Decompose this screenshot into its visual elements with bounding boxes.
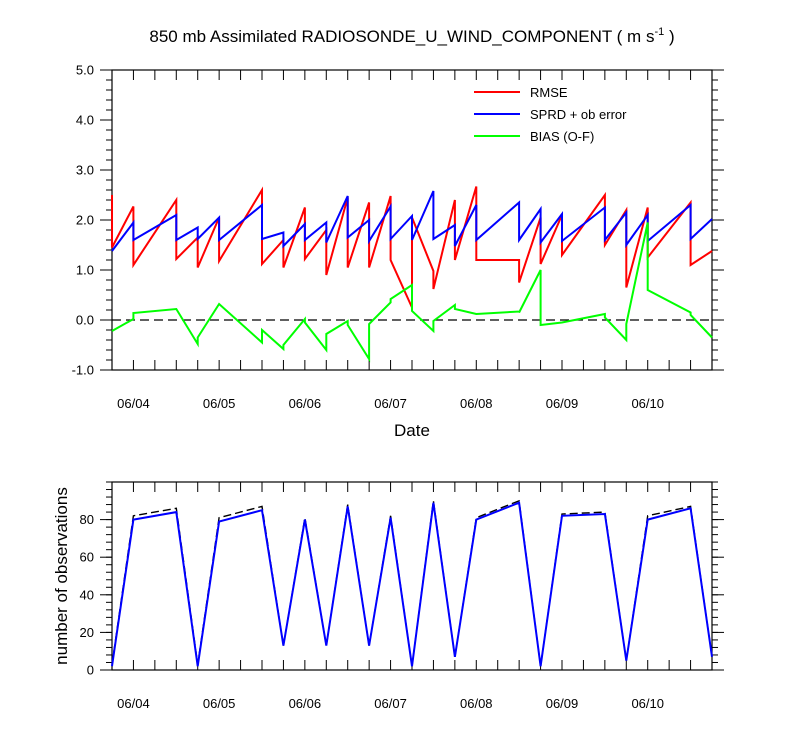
x-tick-label: 06/06 — [289, 396, 322, 411]
x-tick-label: 06/09 — [546, 396, 579, 411]
x-tick-label: 06/05 — [203, 396, 236, 411]
series-line-used — [111, 501, 713, 667]
y-tick-label: 60 — [80, 550, 94, 565]
x-tick-label: 06/10 — [631, 396, 664, 411]
series-line-bias-o-f — [111, 222, 713, 363]
y-tick-label: 5.0 — [76, 63, 94, 78]
bottom-y-axis-title: number of observations — [52, 487, 71, 665]
chart-title: 850 mb Assimilated RADIOSONDE_U_WIND_COM… — [149, 26, 674, 46]
x-tick-label: 06/08 — [460, 696, 493, 711]
legend-label: RMSE — [530, 85, 568, 100]
y-tick-label: -1.0 — [72, 363, 94, 378]
y-tick-label: 80 — [80, 512, 94, 527]
x-tick-label: 06/07 — [374, 396, 407, 411]
y-tick-label: 20 — [80, 625, 94, 640]
x-tick-label: 06/10 — [631, 696, 664, 711]
top-x-axis-title: Date — [394, 421, 430, 440]
y-tick-label: 1.0 — [76, 263, 94, 278]
x-tick-label: 06/09 — [546, 696, 579, 711]
legend-label: SPRD + ob error — [530, 107, 627, 122]
y-tick-label: 4.0 — [76, 113, 94, 128]
x-tick-label: 06/07 — [374, 696, 407, 711]
x-tick-label: 06/04 — [117, 396, 150, 411]
x-tick-label: 06/06 — [289, 696, 322, 711]
x-tick-label: 06/04 — [117, 696, 150, 711]
y-tick-label: 3.0 — [76, 163, 94, 178]
series-line-sprd-ob-error — [111, 190, 713, 252]
x-tick-label: 06/05 — [203, 696, 236, 711]
x-tick-label: 06/08 — [460, 396, 493, 411]
y-tick-label: 0 — [87, 663, 94, 678]
bottom-panel: number of observations 0 20 40 60 80 06/04 06/… — [52, 481, 724, 711]
y-tick-label: 2.0 — [76, 213, 94, 228]
legend-label: BIAS (O-F) — [530, 129, 594, 144]
y-tick-label: 0.0 — [76, 313, 94, 328]
top-panel: Date -1.0 0.0 1.0 2.0 3.0 4.0 5.0 06/04 06/05 06/… — [72, 63, 724, 440]
y-tick-label: 40 — [80, 587, 94, 602]
